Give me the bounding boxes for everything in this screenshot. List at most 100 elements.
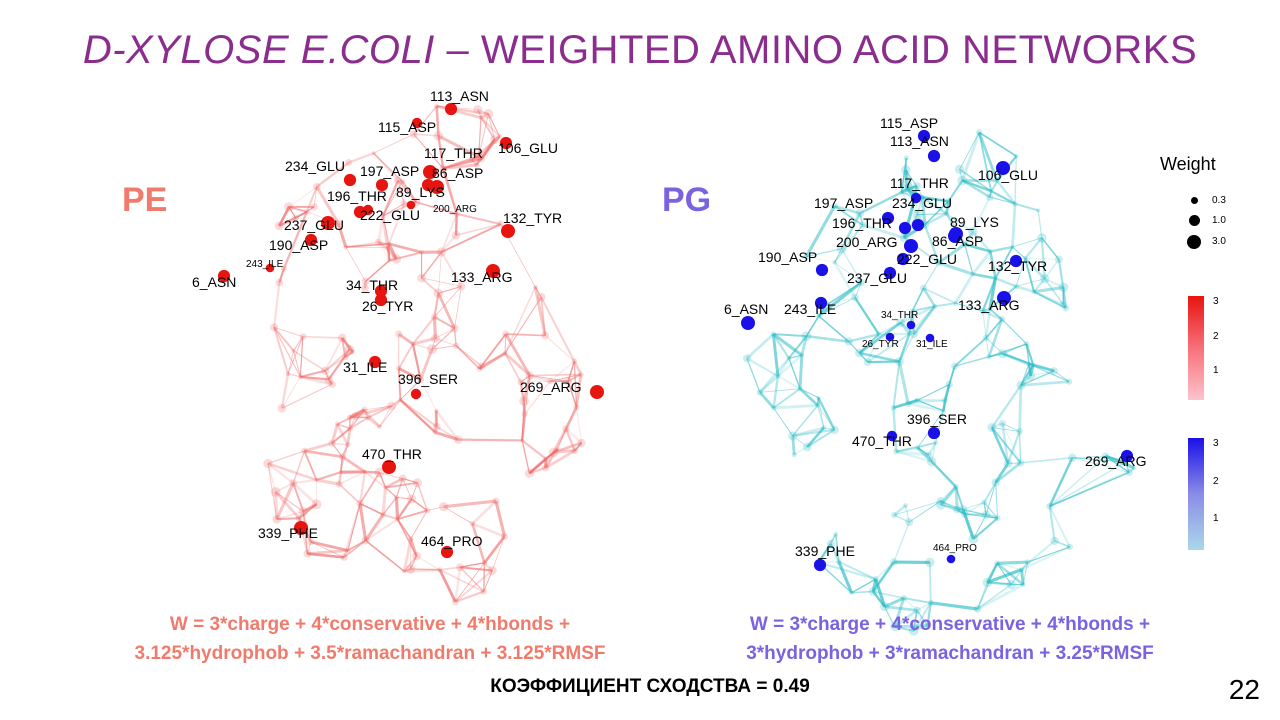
network-node [909,330,919,339]
network-edge [416,555,441,571]
network-edge [804,205,836,258]
network-edge [267,463,277,493]
network-edge [1037,210,1043,238]
network-edge [275,491,304,512]
node-label: 31_ILE [916,339,948,350]
network-edge [1021,561,1029,570]
network-edge [985,337,1004,355]
network-node [299,333,307,341]
node-label: 464_PRO [933,543,977,554]
network-edge [273,326,295,352]
legend-size-dot-medium [1189,215,1200,226]
network-edge [520,382,525,402]
network-edge [438,252,442,294]
network-edge [987,318,1004,358]
network-edge [267,462,294,484]
network-edge [397,368,402,400]
network-edge [398,332,414,346]
network-node [295,514,303,522]
network-edge [330,423,339,444]
network-edge [913,624,928,632]
labeled-node-196-thr [898,221,912,235]
network-node [836,243,847,254]
network-edge [305,186,318,213]
network-node [289,479,298,487]
network-edge [454,213,458,236]
network-edge [298,511,304,519]
network-edge [917,399,944,412]
labeled-node-26-tyr [374,293,388,307]
pg-scale-tick: 3 [1213,438,1219,449]
network-edge [534,286,542,298]
network-edge [908,305,936,335]
pe-scale-tick: 1 [1213,365,1219,376]
network-edge [397,509,428,521]
network-edge [788,335,808,359]
network-node [292,215,299,222]
network-edge [1048,457,1074,507]
network-edge [955,486,964,510]
pe-formula: W = 3*charge + 4*conservative + 4*hbonds… [60,610,680,668]
network-edge [1020,569,1025,585]
network-node [1036,233,1047,243]
network-node [954,164,965,175]
pg-network-background [742,129,1137,636]
network-edge [1024,257,1046,280]
pg-scale-tick: 2 [1213,476,1219,487]
network-edge [893,597,906,628]
network-node [833,531,839,537]
network-edge [431,345,457,350]
network-node [945,198,952,205]
network-edge [276,510,304,520]
network-edge [834,205,864,226]
network-node [941,397,948,404]
network-edge [273,326,303,338]
network-node [347,425,354,432]
network-edge [435,409,460,441]
network-edge [396,251,422,260]
network-edge [349,409,366,429]
network-edge [479,333,507,370]
labeled-node-197-asp [881,211,895,225]
network-edge [339,456,344,473]
network-edge [304,449,343,459]
network-edge [943,384,951,401]
network-edge [792,428,835,437]
network-edge [805,315,820,337]
network-node [399,178,406,185]
network-edge [948,365,956,385]
network-edge [848,341,868,363]
labeled-node-200-arg [406,200,416,210]
network-edge [359,471,366,504]
node-label: 196_THR [832,215,892,231]
network-edge [300,375,329,381]
network-edge [792,426,825,438]
network-edge [292,481,318,506]
labeled-node-31-ile [925,333,935,343]
labeled-node-243-ile [265,263,275,273]
network-node [492,497,500,505]
network-edge [1040,237,1046,279]
network-edge [1024,258,1035,292]
network-edge [900,305,936,324]
network-edge [746,357,779,377]
network-edge [1010,569,1022,585]
network-edge [372,152,399,181]
network-edge [524,380,551,415]
network-node [821,425,827,431]
network-edge [1015,285,1035,294]
network-node [994,515,1001,522]
network-node [998,349,1008,359]
network-node [770,331,777,337]
network-edge [480,112,489,119]
network-node [409,130,418,139]
network-edge [1022,562,1029,585]
network-node [986,193,994,201]
network-edge [817,533,837,563]
network-edge [378,241,390,245]
network-edge [421,277,462,287]
network-edge [1033,290,1067,309]
network-edge [575,374,583,408]
network-edge [818,561,877,581]
network-edge [396,497,412,500]
